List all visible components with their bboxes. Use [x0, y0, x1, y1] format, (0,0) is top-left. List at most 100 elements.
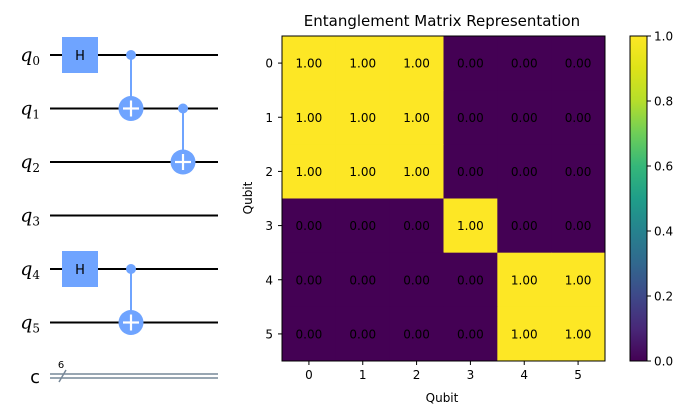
cell-value-label: 0.00 — [511, 165, 538, 179]
colorbar-tick-label: 1.0 — [654, 30, 673, 44]
heatmap-cell — [551, 306, 606, 362]
heatmap-cell — [497, 198, 552, 254]
y-tick-label: 5 — [265, 327, 273, 341]
heatmap-cell — [389, 198, 444, 254]
heatmap-cell — [335, 144, 391, 199]
heatmap-cell — [551, 144, 606, 199]
heatmap-cell — [497, 36, 552, 91]
x-tick-label: 4 — [520, 368, 528, 382]
heatmap-cell — [443, 90, 498, 145]
heatmap-cell — [497, 144, 552, 199]
colorbar-frame — [629, 35, 648, 362]
qubit-label-subscript: 5 — [32, 322, 40, 336]
cell-value-label: 0.00 — [403, 219, 430, 233]
cell-value-label: 0.00 — [403, 327, 430, 341]
cell-value-label: 0.00 — [349, 219, 376, 233]
classical-bundle-slash — [58, 369, 67, 383]
colorbar-gradient — [630, 36, 647, 361]
cell-value-label: 1.00 — [511, 273, 538, 287]
y-tick-label: 2 — [265, 165, 273, 179]
cell-value-label: 1.00 — [349, 111, 376, 125]
hadamard-gate-label: H — [75, 263, 85, 278]
heatmap-cell — [335, 36, 391, 91]
cell-value-label: 0.00 — [511, 57, 538, 71]
cell-value-label: 0.00 — [457, 57, 484, 71]
x-tick-label: 5 — [574, 368, 582, 382]
cell-value-label: 0.00 — [565, 165, 592, 179]
heatmap-cell — [497, 90, 552, 145]
heatmap-cell — [282, 198, 337, 254]
y-tick-label: 0 — [265, 57, 273, 71]
y-tick-label: 3 — [265, 219, 273, 233]
y-axis-label: Qubit — [241, 181, 255, 214]
classical-register-label: c — [30, 367, 40, 388]
cell-value-label: 0.00 — [565, 219, 592, 233]
heatmap-cell — [335, 306, 391, 362]
x-axis-label: Qubit — [426, 391, 459, 405]
cell-value-label: 0.00 — [457, 273, 484, 287]
classical-width-label: 6 — [58, 360, 64, 371]
colorbar-tick-label: 0.6 — [654, 160, 673, 174]
heatmap-cell — [443, 198, 498, 254]
cell-value-label: 1.00 — [349, 57, 376, 71]
hadamard-gate — [62, 251, 98, 287]
heatmap-cell — [389, 144, 444, 199]
qubit-label-subscript: 1 — [32, 108, 40, 122]
cnot-control-dot — [126, 50, 136, 60]
x-tick-label: 3 — [467, 368, 475, 382]
heatmap-cell — [389, 252, 444, 308]
heatmap-cell — [497, 306, 552, 362]
quantum-circuit: q0 q1 q2 q3 q4 q5 6 c H H — [20, 37, 218, 388]
qubit-label: q0 — [20, 44, 40, 68]
heatmap-cell — [389, 90, 444, 145]
qubit-label: q3 — [20, 205, 40, 229]
colorbar-tick-label: 0.4 — [654, 225, 673, 239]
qubit-label-subscript: 4 — [32, 268, 40, 282]
cell-value-label: 1.00 — [296, 57, 323, 71]
heatmap-cell — [443, 144, 498, 199]
heatmap-cell — [282, 252, 337, 308]
heatmap-cell — [551, 36, 606, 91]
cell-value-label: 1.00 — [403, 165, 430, 179]
heatmap-cell — [282, 306, 337, 362]
heatmap-cell — [497, 252, 552, 308]
heatmap-frame — [281, 35, 606, 362]
heatmap: 1.00 1.00 1.00 0.00 0.00 0.00 1.00 1.00 1.00 0.00… — [265, 35, 606, 382]
colorbar-tick-label: 0.0 — [654, 355, 673, 369]
cell-value-label: 1.00 — [457, 219, 484, 233]
cell-value-label: 0.00 — [296, 327, 323, 341]
heatmap-cell — [282, 36, 337, 91]
x-tick-label: 0 — [305, 368, 313, 382]
cell-value-label: 0.00 — [349, 327, 376, 341]
cell-value-label: 0.00 — [349, 273, 376, 287]
colorbar-tick-label: 0.8 — [654, 95, 673, 109]
cnot-control-dot — [178, 103, 188, 114]
cell-value-label: 1.00 — [403, 111, 430, 125]
heatmap-cell — [282, 90, 337, 145]
colorbar-tick-label: 0.2 — [654, 290, 673, 304]
cell-value-label: 0.00 — [457, 111, 484, 125]
heatmap-cell — [443, 306, 498, 362]
cell-value-label: 0.00 — [403, 273, 430, 287]
heatmap-cell — [282, 144, 337, 199]
cell-value-label: 1.00 — [511, 327, 538, 341]
heatmap-cell — [551, 252, 606, 308]
cell-value-label: 0.00 — [565, 57, 592, 71]
qubit-label-subscript: 3 — [32, 215, 40, 229]
cell-value-label: 1.00 — [565, 273, 592, 287]
heatmap-cell — [335, 90, 391, 145]
y-tick-label: 4 — [265, 273, 273, 287]
qubit-label: q5 — [20, 312, 40, 336]
qubit-label: q1 — [20, 98, 40, 122]
heatmap-cell — [551, 90, 606, 145]
y-tick-label: 1 — [265, 111, 273, 125]
cell-value-label: 1.00 — [296, 111, 323, 125]
colorbar: 0.0 0.2 0.4 0.6 0.8 1.0 — [629, 30, 673, 369]
heatmap-cell — [551, 198, 606, 254]
cell-value-label: 1.00 — [403, 57, 430, 71]
cell-value-label: 0.00 — [511, 111, 538, 125]
heatmap-cell — [389, 36, 444, 91]
chart-title: Entanglement Matrix Representation — [304, 12, 580, 30]
qubit-label-subscript: 2 — [32, 161, 40, 175]
qubit-label-subscript: 0 — [32, 54, 40, 68]
